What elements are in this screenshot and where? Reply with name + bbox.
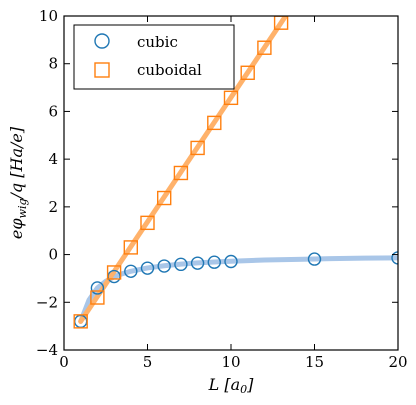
marker-cubic bbox=[157, 259, 171, 273]
legend: cubic cuboidal bbox=[73, 24, 235, 90]
y-tick-label: 8 bbox=[48, 55, 58, 73]
fit-line-cubic bbox=[78, 255, 398, 324]
legend-label-cubic: cubic bbox=[137, 33, 178, 51]
marker-cubic bbox=[174, 257, 188, 272]
marker-cuboidal bbox=[223, 90, 239, 106]
marker-cuboidal bbox=[73, 314, 88, 329]
marker-cuboidal bbox=[257, 40, 272, 55]
marker-cubic bbox=[307, 252, 322, 266]
x-tick-label: 0 bbox=[59, 353, 69, 371]
marker-cuboidal bbox=[123, 240, 139, 255]
y-tick-label: −4 bbox=[36, 341, 58, 359]
marker-cuboidal bbox=[106, 265, 122, 280]
marker-cubic bbox=[140, 261, 155, 275]
marker-cubic bbox=[190, 256, 205, 270]
y-tick-label: −2 bbox=[36, 293, 58, 311]
legend-label-cuboidal: cuboidal bbox=[137, 61, 202, 79]
y-tick-label: 10 bbox=[39, 7, 58, 25]
x-tick-label: 20 bbox=[388, 353, 407, 371]
marker-cuboidal bbox=[156, 190, 172, 206]
legend-marker-cubic bbox=[94, 33, 110, 49]
marker-cubic bbox=[391, 251, 398, 265]
marker-cubic bbox=[224, 254, 238, 269]
y-tick-label: 6 bbox=[48, 102, 58, 120]
marker-cuboidal bbox=[240, 65, 255, 80]
marker-cuboidal bbox=[140, 215, 155, 231]
x-tick-label: 5 bbox=[143, 353, 153, 371]
legend-box bbox=[73, 24, 235, 90]
y-axis-label: eφwig/q [Ha/e] bbox=[7, 126, 29, 239]
x-axis-ticks: 0 5 10 15 20 bbox=[59, 16, 408, 371]
marker-cubic bbox=[124, 264, 138, 278]
y-tick-label: 2 bbox=[48, 198, 58, 216]
x-tick-label: 10 bbox=[221, 353, 240, 371]
x-axis-label: L [a0] bbox=[208, 375, 255, 396]
marker-cuboidal bbox=[90, 290, 105, 305]
marker-cuboidal bbox=[173, 165, 189, 181]
marker-cuboidal bbox=[190, 140, 205, 156]
marker-cubic bbox=[90, 281, 105, 295]
legend-marker-cuboidal bbox=[94, 62, 110, 78]
y-tick-label: 4 bbox=[48, 150, 58, 168]
data-markers bbox=[73, 16, 398, 329]
x-tick-label: 15 bbox=[305, 353, 324, 371]
y-axis-ticks: −4 −2 0 2 4 6 8 10 bbox=[36, 7, 398, 359]
marker-cuboidal bbox=[207, 115, 222, 131]
y-tick-label: 0 bbox=[48, 246, 58, 264]
marker-cubic bbox=[207, 255, 222, 269]
